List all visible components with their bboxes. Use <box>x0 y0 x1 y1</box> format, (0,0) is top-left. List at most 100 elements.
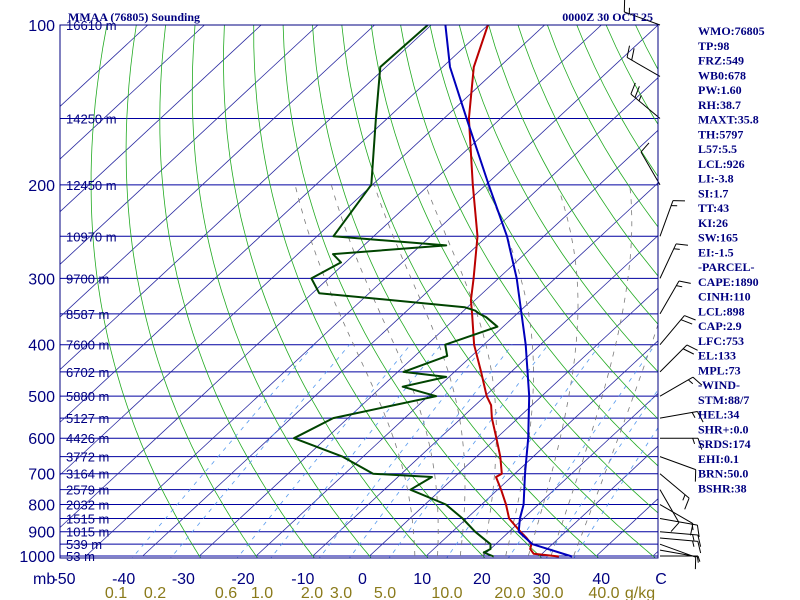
wind-barb <box>640 142 661 186</box>
barb-half-flag <box>676 285 683 288</box>
barb-half-flag <box>691 412 696 418</box>
index-item: EHI:0.1 <box>698 452 739 466</box>
index-item: CINH:110 <box>698 290 751 304</box>
wind-barb <box>659 280 691 315</box>
mixing-ratio-labels: 0.1 0.2 0.6 1.0 2.0 3.0 5.0 10.0 20.0 30.0 40.0 g/k… <box>105 585 655 600</box>
mixing-ratio-tick-label: 20.0 <box>494 585 525 600</box>
isotherm-line <box>482 392 658 557</box>
index-item: EL:133 <box>698 349 736 363</box>
mixing-ratio-unit-label: g/kg <box>625 585 655 600</box>
height-label: 9700 m <box>66 271 109 286</box>
temperature-tick-label: -30 <box>172 571 195 588</box>
mixing-ratio-tick-label: 10.0 <box>431 585 462 600</box>
barb-flag <box>696 525 700 538</box>
index-list: WMO:76805TP:98FRZ:549WB0:678PW:1.60RH:38… <box>698 24 765 495</box>
index-item: STM:88/7 <box>698 393 749 407</box>
height-label: 5880 m <box>66 389 109 404</box>
barb-flag <box>678 280 691 284</box>
index-item: SW:165 <box>698 231 738 245</box>
index-item: PW:1.60 <box>698 83 742 97</box>
index-item: -WIND- <box>698 378 740 392</box>
thermo-grid <box>60 25 658 558</box>
temperature-labels: mb-50 -40 -30 -20 -10 0 10 20 30 40 C <box>33 571 667 588</box>
barb-staff <box>659 504 694 524</box>
height-label: 14250 m <box>66 112 117 127</box>
height-label: 7600 m <box>66 338 109 353</box>
barb-flag <box>626 45 630 58</box>
barb-flag <box>640 142 650 153</box>
isotherm-line <box>60 25 375 318</box>
barb-flag <box>676 243 689 246</box>
wind-barb <box>659 411 704 423</box>
height-label: 5127 m <box>66 411 109 426</box>
isotherm-line <box>60 25 489 423</box>
mixing-ratio-tick-label: 40.0 <box>588 585 619 600</box>
barb-staff <box>659 411 698 419</box>
pressure-tick-label: 700 <box>28 467 55 484</box>
height-labels: 16610 m 14250 m 12450 m 10970 m 9700 m 8587 m… <box>66 18 117 564</box>
barb-flag <box>697 541 702 554</box>
isotherm-line <box>425 340 658 557</box>
index-item: CAP:2.9 <box>698 319 742 333</box>
barb-flag <box>631 48 635 61</box>
wind-barb <box>659 489 680 532</box>
barb-flag <box>684 315 696 321</box>
isotherm-line <box>142 77 658 557</box>
barb-flag <box>697 534 702 547</box>
temperature-tick-label: 40 <box>592 571 610 588</box>
wind-barb <box>630 82 661 119</box>
dry-adiabat-line <box>370 25 658 514</box>
height-label: 8587 m <box>66 307 109 322</box>
index-item: LCL:926 <box>698 157 745 171</box>
index-item: HEL:34 <box>698 408 739 422</box>
isotherm-line <box>199 129 658 557</box>
barb-flag <box>686 344 698 351</box>
moist-adiabat-line <box>373 184 466 557</box>
temperature-tick-label: C <box>655 571 667 588</box>
dry-adiabat-line <box>458 25 658 373</box>
mixing-ratio-tick-label: 5.0 <box>374 585 396 600</box>
height-label: 16610 m <box>66 18 117 33</box>
index-item: TT:43 <box>698 201 729 215</box>
mixing-ratio-line <box>573 427 658 558</box>
temperature-tick-label: -20 <box>232 571 255 588</box>
wind-barb <box>659 531 702 547</box>
isotherm-line <box>255 182 658 557</box>
barb-staff <box>659 200 674 237</box>
index-item: MAXT:35.8 <box>698 113 759 127</box>
mixing-ratio-line <box>170 344 350 558</box>
temperature-tick-label: 20 <box>473 571 491 588</box>
barb-staff <box>659 531 698 536</box>
height-label: 2579 m <box>66 483 109 498</box>
mixing-ratio-line <box>348 344 513 558</box>
wind-barb <box>626 45 661 77</box>
isotherm-line <box>60 25 432 371</box>
barb-half-flag <box>692 438 696 445</box>
pressure-tick-label: 100 <box>28 18 55 35</box>
pressure-unit-label: mb <box>33 571 55 588</box>
isotherm-line <box>60 25 319 265</box>
barb-staff <box>659 280 680 315</box>
moist-adiabat-line <box>425 184 497 557</box>
index-item: -PARCEL- <box>698 260 754 274</box>
pressure-tick-label: 1000 <box>19 549 55 566</box>
barb-staff <box>659 543 696 558</box>
index-item: KI:26 <box>698 216 728 230</box>
index-item: SI:1.7 <box>698 186 728 200</box>
sounding-time: 0000Z 30 OCT 25 <box>562 10 653 24</box>
station-title: MMAA (76805) Sounding <box>68 10 200 24</box>
barb-staff <box>640 151 661 186</box>
barb-flag <box>682 348 695 355</box>
mixing-ratio-tick-label: 1.0 <box>251 585 273 600</box>
wind-barbs <box>623 0 704 570</box>
barb-half-flag <box>697 555 701 562</box>
dry-adiabat-line <box>488 25 658 325</box>
index-item: EI:-1.5 <box>698 245 734 259</box>
plot-frame <box>59 24 659 559</box>
dry-adiabat-line <box>125 25 258 558</box>
index-item: WMO:76805 <box>698 24 765 38</box>
dry-adiabat-line <box>90 25 202 558</box>
barb-flag <box>697 438 703 450</box>
height-label: 4426 m <box>66 431 109 446</box>
dry-adiabat-line <box>517 25 658 277</box>
